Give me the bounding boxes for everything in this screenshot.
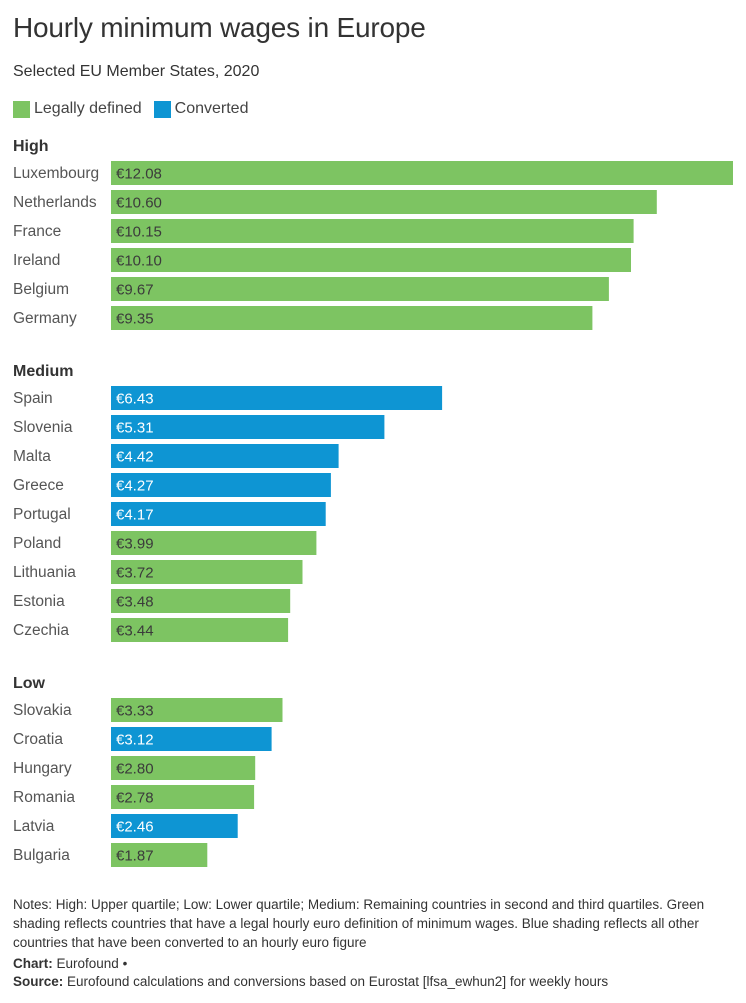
data-label-latvia: €2.46 <box>116 819 154 836</box>
category-label-hungary: Hungary <box>13 760 72 777</box>
data-label-germany: €9.35 <box>116 311 154 328</box>
bar-netherlands <box>111 190 657 214</box>
bar-croatia <box>111 727 272 751</box>
data-label-lithuania: €3.72 <box>116 565 154 582</box>
chart-credit: Chart: Eurofound • <box>13 956 127 971</box>
bar-portugal <box>111 502 326 526</box>
category-label-greece: Greece <box>13 477 64 494</box>
chart-credit-value: Eurofound • <box>56 956 128 971</box>
data-label-belgium: €9.67 <box>116 282 154 299</box>
legend-item-legally-defined: Legally defined <box>13 100 142 118</box>
data-label-hungary: €2.80 <box>116 761 154 778</box>
category-label-luxembourg: Luxembourg <box>13 165 99 182</box>
bar-germany <box>111 306 593 330</box>
bar-latvia <box>111 814 238 838</box>
category-label-bulgaria: Bulgaria <box>13 847 70 864</box>
category-label-belgium: Belgium <box>13 281 69 298</box>
notes: Notes: High: Upper quartile; Low: Lower … <box>13 897 705 950</box>
data-label-spain: €6.43 <box>116 391 154 408</box>
group-label-low: Low <box>13 675 46 692</box>
bar-slovenia <box>111 415 385 439</box>
data-label-czechia: €3.44 <box>116 623 154 640</box>
data-label-estonia: €3.48 <box>116 594 154 611</box>
bar-bulgaria <box>111 843 208 867</box>
category-label-netherlands: Netherlands <box>13 194 97 211</box>
bar-poland <box>111 531 317 555</box>
bar-hungary <box>111 756 256 780</box>
category-label-czechia: Czechia <box>13 622 69 639</box>
source-label: Source: <box>13 974 64 989</box>
category-label-latvia: Latvia <box>13 818 55 835</box>
data-label-luxembourg: €12.08 <box>116 166 162 183</box>
category-label-lithuania: Lithuania <box>13 564 76 581</box>
data-label-portugal: €4.17 <box>116 507 154 524</box>
bar-slovakia <box>111 698 283 722</box>
category-label-poland: Poland <box>13 535 61 552</box>
data-label-greece: €4.27 <box>116 478 154 495</box>
category-label-romania: Romania <box>13 789 75 806</box>
bar-spain <box>111 386 443 410</box>
bar-belgium <box>111 277 609 301</box>
bar-luxembourg <box>111 161 733 185</box>
bar-france <box>111 219 634 243</box>
bar-ireland <box>111 248 631 272</box>
bar-czechia <box>111 618 289 642</box>
source: Source: Eurofound calculations and conve… <box>13 974 608 989</box>
category-label-slovakia: Slovakia <box>13 702 72 719</box>
category-label-spain: Spain <box>13 390 53 407</box>
category-label-estonia: Estonia <box>13 593 65 610</box>
chart-credit-label: Chart: <box>13 956 53 971</box>
category-label-france: France <box>13 223 61 240</box>
group-label-medium: Medium <box>13 363 73 380</box>
data-label-poland: €3.99 <box>116 536 154 553</box>
bar-lithuania <box>111 560 303 584</box>
legend: Legally defined Converted <box>13 99 260 119</box>
data-label-ireland: €10.10 <box>116 253 162 270</box>
category-label-croatia: Croatia <box>13 731 63 748</box>
bar-chart: High Luxembourg €12.08 Netherlands €10.60 Fra… <box>13 138 733 867</box>
group-label-high: High <box>13 138 49 155</box>
data-label-france: €10.15 <box>116 224 162 241</box>
chart-title: Hourly minimum wages in Europe <box>13 12 426 43</box>
bar-estonia <box>111 589 291 613</box>
category-label-ireland: Ireland <box>13 252 60 269</box>
data-label-slovakia: €3.33 <box>116 703 154 720</box>
data-label-malta: €4.42 <box>116 449 154 466</box>
data-label-croatia: €3.12 <box>116 732 154 749</box>
legend-swatch-converted <box>153 100 171 118</box>
category-label-germany: Germany <box>13 310 77 327</box>
legend-label-converted: Converted <box>174 100 249 117</box>
bar-greece <box>111 473 331 497</box>
data-label-bulgaria: €1.87 <box>116 848 154 865</box>
category-label-slovenia: Slovenia <box>13 419 73 436</box>
source-value: Eurofound calculations and conversions b… <box>67 974 609 989</box>
legend-swatch-legally-defined <box>13 100 30 118</box>
bar-malta <box>111 444 339 468</box>
category-label-malta: Malta <box>13 448 51 465</box>
chart-subtitle: Selected EU Member States, 2020 <box>13 63 260 80</box>
bar-romania <box>111 785 255 809</box>
category-label-portugal: Portugal <box>13 506 71 523</box>
data-label-netherlands: €10.60 <box>116 195 162 212</box>
legend-item-converted: Converted <box>153 100 249 118</box>
data-label-romania: €2.78 <box>116 790 154 807</box>
legend-label-legally-defined: Legally defined <box>34 100 142 117</box>
data-label-slovenia: €5.31 <box>116 420 154 437</box>
